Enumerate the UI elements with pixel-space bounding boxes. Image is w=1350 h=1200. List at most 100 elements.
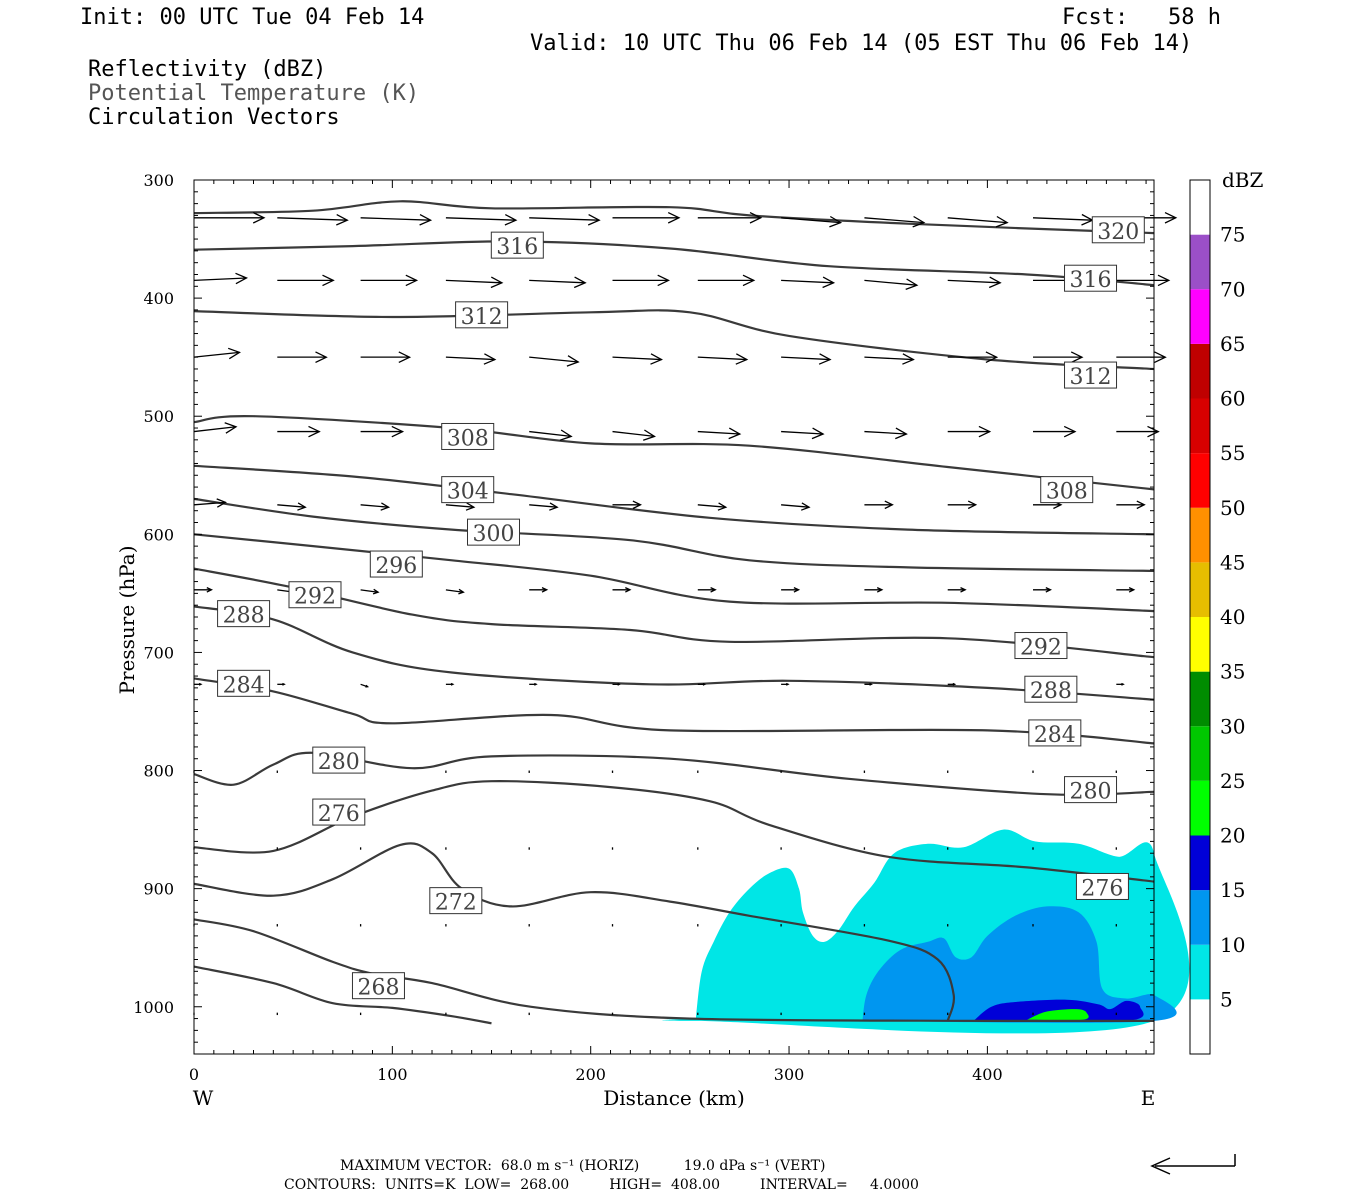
circulation-vector: [781, 215, 843, 228]
circulation-vector: [529, 429, 573, 441]
reflectivity-10dbz-area: [862, 906, 1177, 1023]
contour-label-text: 308: [447, 426, 489, 451]
theta-contour-320: [193, 200, 1155, 235]
circulation-vector: [445, 276, 504, 289]
circulation-vector: [864, 353, 915, 365]
circulation-vector: [360, 274, 419, 287]
contours-note: CONTOURS: UNITS=K LOW= 268.00 HIGH= 408.…: [284, 1177, 919, 1193]
colorbar-level-label: 50: [1220, 496, 1245, 520]
circulation-vector: [697, 353, 749, 365]
theta-contour-304: [193, 464, 1155, 536]
circulation-vector: [277, 425, 321, 438]
contour-label-text: 272: [435, 891, 477, 916]
circulation-vector: [529, 587, 549, 593]
y-tick-label: 900: [143, 880, 174, 899]
circulation-vector: [277, 682, 286, 686]
y-tick-label: 1000: [133, 998, 174, 1017]
colorbar-swatch: [1190, 343, 1210, 399]
circulation-vector: [864, 215, 926, 228]
theta-contour-284: [193, 677, 1155, 745]
colorbar-swatch: [1190, 180, 1210, 235]
theta-contour-300: [193, 497, 1155, 572]
contour-label: 308: [1040, 476, 1094, 505]
y-tick-label: 700: [143, 643, 174, 662]
colorbar-title: dBZ: [1222, 168, 1264, 192]
contour-label: 272: [429, 887, 483, 916]
circulation-vector: [1116, 682, 1125, 686]
colorbar-swatch: [1190, 944, 1210, 1000]
colorbar-level-label: 45: [1220, 550, 1245, 574]
circulation-vector: [864, 278, 919, 291]
y-tick-label: 600: [143, 525, 174, 544]
colorbar-level-label: 10: [1220, 933, 1245, 957]
east-label: E: [1141, 1086, 1156, 1110]
circulation-vector: [360, 351, 412, 363]
circulation-vector: [697, 212, 763, 224]
contour-label: 304: [441, 476, 495, 505]
circulation-vector: [612, 353, 663, 365]
contour-label: 288: [1024, 675, 1078, 704]
circulation-vector: [947, 587, 967, 593]
circulation-vector: [194, 682, 203, 686]
circulation-vector: [781, 682, 790, 686]
circulation-vector: [529, 276, 587, 289]
circulation-vector: [277, 274, 335, 287]
circulation-vector: [612, 274, 670, 287]
colorbar-level-label: 15: [1220, 878, 1245, 902]
contour-label-text: 312: [1070, 365, 1112, 390]
circulation-vector: [277, 214, 349, 226]
x-tick-label: 200: [575, 1065, 606, 1084]
contour-label: 280: [312, 746, 366, 775]
circulation-vector: [194, 587, 214, 593]
circulation-vector: [864, 427, 908, 440]
circulation-vector: [864, 587, 884, 593]
colorbar-swatch: [1190, 453, 1210, 508]
contour-label: 308: [441, 422, 495, 451]
forecast-hour: Fcst: 58 h: [1062, 5, 1221, 30]
circulation-vector: [1033, 425, 1077, 438]
circulation-vector: [360, 214, 433, 226]
circulation-vector: [445, 353, 497, 365]
init-time: Init: 00 UTC Tue 04 Feb 14: [80, 5, 425, 30]
circulation-vector: [193, 347, 241, 360]
contour-label-text: 276: [1081, 876, 1123, 901]
contour-label-text: 284: [1034, 723, 1076, 748]
contour-label-text: 268: [357, 976, 399, 1001]
contour-label-text: 280: [318, 750, 360, 775]
circulation-vector: [697, 502, 728, 511]
x-tick-label: 0: [189, 1065, 199, 1084]
colorbar-level-label: 25: [1220, 769, 1245, 793]
colorbar-swatch: [1190, 999, 1210, 1054]
circulation-vector: [781, 353, 832, 365]
circulation-vector: [947, 500, 978, 510]
circulation-vector: [697, 587, 717, 593]
circulation-vector: [612, 500, 642, 510]
circulation-vector: [445, 682, 455, 686]
circulation-vector: [781, 587, 801, 593]
circulation-vector: [193, 422, 238, 434]
circulation-vector: [360, 425, 405, 438]
valid-time: Valid: 10 UTC Thu 06 Feb 14 (05 EST Thu …: [530, 31, 1193, 56]
circulation-vector: [947, 425, 992, 438]
x-axis-label: Distance (km): [603, 1086, 745, 1110]
max-vector-note: MAXIMUM VECTOR: 68.0 m s⁻¹ (HORIZ) 19.0 …: [340, 1158, 826, 1174]
field-circulation-vectors: Circulation Vectors: [88, 105, 340, 130]
circulation-vector: [193, 498, 227, 508]
contour-label: 300: [467, 518, 521, 547]
circulation-vector: [360, 683, 370, 688]
circulation-vector: [445, 502, 476, 511]
reference-vector: [1150, 1154, 1236, 1175]
theta-contour-296: [193, 533, 1155, 613]
circulation-vector: [1116, 274, 1171, 287]
contour-label-text: 304: [447, 480, 489, 505]
circulation-vector: [445, 588, 465, 595]
circulation-vector: [277, 502, 307, 511]
contour-label: 312: [455, 301, 509, 330]
contour-label: 276: [312, 798, 366, 827]
contour-label-text: 320: [1097, 220, 1139, 245]
colorbar-level-label: 60: [1220, 387, 1245, 411]
y-tick-label: 500: [143, 407, 174, 426]
west-label: W: [193, 1086, 214, 1110]
circulation-vector: [1033, 351, 1084, 363]
contour-label-text: 292: [1020, 636, 1062, 661]
